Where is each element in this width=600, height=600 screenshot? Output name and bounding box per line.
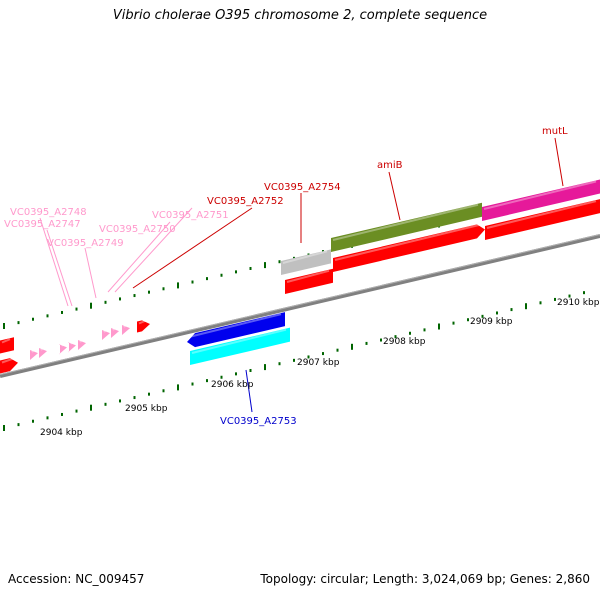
- gene-label: VC0395_A2751: [152, 210, 229, 221]
- feature-highlight: [123, 324, 127, 328]
- kbp-label: 2906 kbp: [211, 380, 254, 390]
- kbp-label: 2904 kbp: [40, 428, 83, 438]
- feature-highlight: [191, 328, 287, 354]
- gene-feature: [331, 202, 482, 252]
- feature-highlight: [486, 200, 597, 229]
- label-leader: [39, 217, 69, 307]
- cds-feature: [485, 199, 600, 240]
- map-title: Vibrio cholerae O395 chromosome 2, compl…: [112, 8, 488, 23]
- gene-feature: [30, 350, 38, 360]
- kbp-label: 2909 kbp: [470, 317, 513, 327]
- gene-label: mutL: [542, 126, 568, 137]
- feature-highlight: [138, 319, 147, 325]
- kbp-label: 2908 kbp: [383, 337, 426, 347]
- features: [0, 179, 600, 374]
- gene-label: VC0395_A2749: [47, 238, 124, 249]
- gene-label: VC0395_A2750: [99, 224, 176, 235]
- gene-feature: [111, 328, 119, 338]
- gene-feature: [78, 340, 86, 350]
- feature-highlight: [112, 327, 116, 331]
- accession-text: Accession: NC_009457: [8, 572, 145, 586]
- kbp-label: 2910 kbp: [557, 298, 600, 308]
- cds-feature: [333, 224, 485, 272]
- label-leaders: [39, 137, 564, 413]
- gene-label: amiB: [377, 160, 403, 171]
- cds-feature: [0, 337, 14, 354]
- feature-highlight: [334, 223, 482, 261]
- gene-feature: [68, 342, 76, 353]
- gene-label: VC0395_A2748: [10, 207, 87, 218]
- cds-feature: [0, 358, 18, 374]
- feature-highlight: [61, 343, 64, 347]
- kbp-label: 2907 kbp: [297, 358, 340, 368]
- label-leader: [245, 369, 253, 413]
- gene-feature: [187, 312, 285, 348]
- label-leader: [84, 247, 97, 299]
- label-leader: [46, 229, 73, 307]
- label-leader: [107, 221, 171, 293]
- feature-highlight: [282, 250, 328, 264]
- feature-highlight: [103, 329, 107, 333]
- gene-label: VC0395_A2754: [264, 182, 341, 193]
- feature-highlight: [188, 313, 282, 338]
- cds-feature: [285, 268, 333, 294]
- kbp-label: 2905 kbp: [125, 404, 168, 414]
- feature-highlight: [286, 269, 330, 283]
- topology-text: Topology: circular; Length: 3,024,069 bp…: [260, 572, 590, 586]
- gene-feature: [59, 344, 67, 355]
- gene-label: VC0395_A2752: [207, 196, 284, 207]
- gene-feature: [102, 330, 110, 340]
- label-leader: [388, 171, 401, 221]
- feature-highlight: [483, 180, 597, 210]
- gene-feature: [190, 327, 290, 365]
- gene-feature: [281, 249, 331, 275]
- label-leader: [554, 137, 564, 187]
- feature-highlight: [40, 347, 44, 351]
- feature-highlight: [79, 339, 83, 343]
- gene-label: VC0395_A2747: [4, 219, 81, 230]
- feature-highlight: [332, 203, 479, 241]
- gene-feature: [39, 348, 47, 358]
- feature-highlight: [1, 338, 11, 344]
- feature-highlight: [31, 349, 35, 353]
- feature-highlight: [1, 357, 15, 364]
- label-leader: [132, 207, 253, 289]
- gene-label: VC0395_A2753: [220, 416, 297, 427]
- feature-highlight: [70, 341, 73, 345]
- label-leader: [114, 207, 193, 293]
- gene-feature: [482, 179, 600, 221]
- cds-feature: [137, 320, 150, 333]
- gene-feature: [122, 325, 130, 335]
- chromosome-backbone: [0, 234, 600, 378]
